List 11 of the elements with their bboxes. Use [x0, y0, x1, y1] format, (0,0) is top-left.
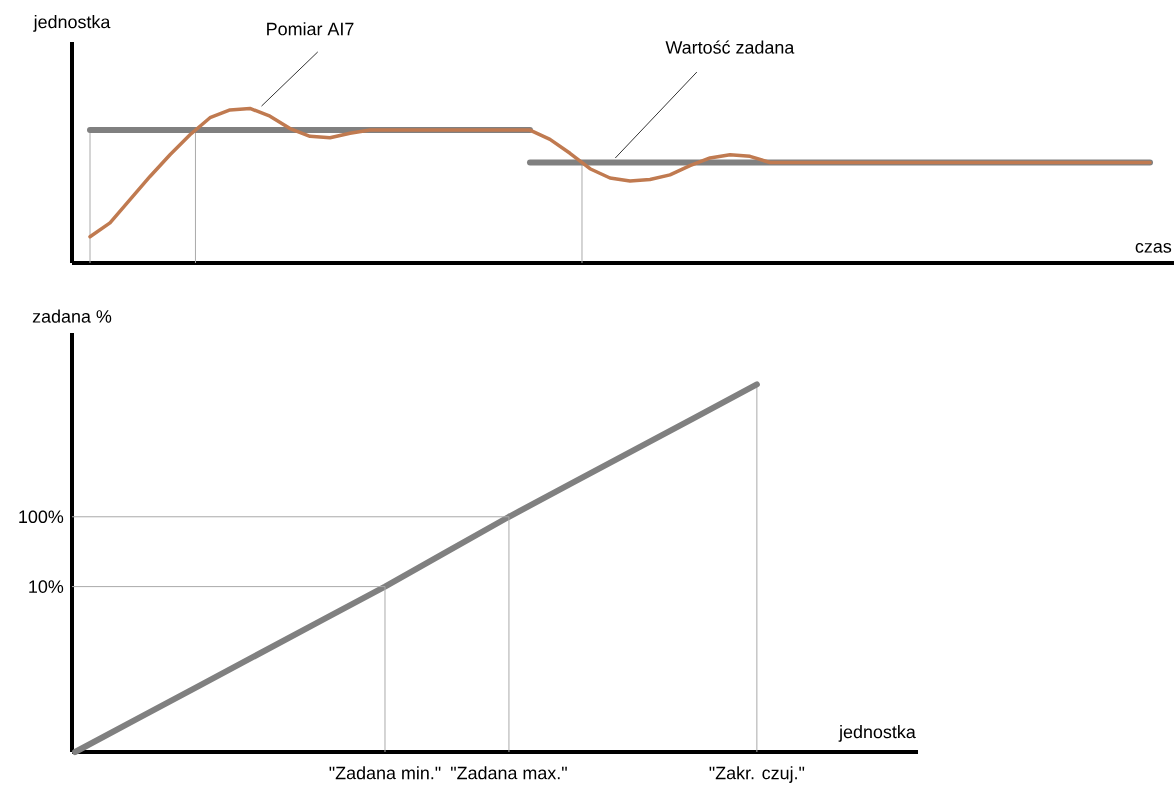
x-tick-label: "Zakr. czuj." [709, 766, 805, 783]
text: Wartość zadana [665, 40, 795, 54]
x-tick-label: "Zadana max." [451, 766, 567, 780]
y-axis-title: zadana % [32, 309, 112, 323]
x-tick-label: "Zadana min." [329, 766, 441, 780]
annotation: 10% [29, 580, 64, 593]
x-axis-title: czas [1135, 242, 1172, 253]
text: Pomiar AI7 [267, 22, 354, 36]
x-axis-title: jednostka [838, 725, 916, 742]
y-axis-title: jednostka [33, 15, 111, 32]
annotation: 100% [19, 510, 64, 524]
